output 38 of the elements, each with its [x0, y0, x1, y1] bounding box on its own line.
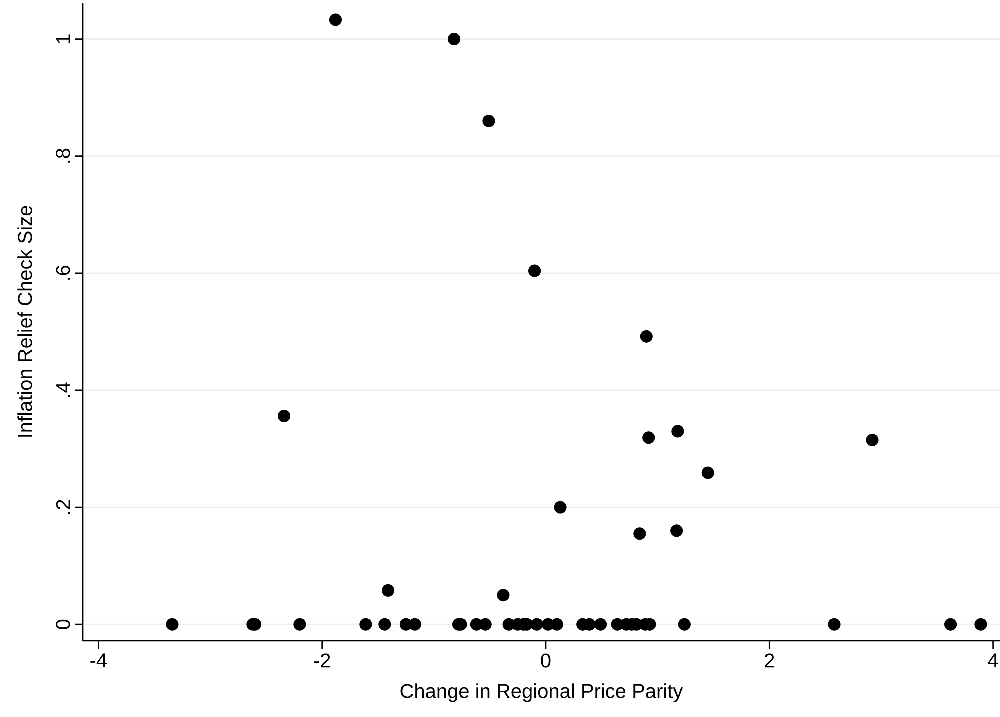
- point: [678, 618, 691, 631]
- point: [634, 528, 646, 540]
- point: [294, 618, 306, 631]
- y-axis-title: Inflation Relief Check Size: [18, 206, 32, 437]
- x-tick-label: -2: [314, 654, 330, 668]
- point: [672, 425, 684, 438]
- point: [448, 33, 461, 46]
- point: [530, 618, 544, 631]
- point: [828, 618, 841, 631]
- x-axis-title: Change in Regional Price Parity: [400, 684, 684, 702]
- y-tick-label: 0: [56, 620, 70, 630]
- x-tick-label: 0: [541, 654, 551, 668]
- x-tick-label: 4: [988, 654, 998, 668]
- point: [382, 584, 395, 597]
- point: [974, 618, 988, 631]
- point: [278, 410, 291, 422]
- point: [360, 618, 372, 631]
- point: [866, 434, 879, 446]
- point: [594, 618, 608, 631]
- point: [642, 432, 656, 444]
- point: [497, 589, 510, 602]
- point: [554, 501, 567, 514]
- y-tick-label: .4: [56, 382, 70, 397]
- point: [640, 330, 653, 343]
- y-tick-label: .8: [56, 148, 70, 163]
- point: [329, 14, 342, 26]
- y-tick-label: .2: [56, 500, 70, 514]
- point: [166, 618, 179, 631]
- point: [482, 114, 496, 128]
- y-tick-label: .6: [56, 266, 70, 280]
- point: [702, 466, 714, 480]
- point: [528, 264, 542, 278]
- point: [944, 618, 958, 631]
- point: [378, 618, 392, 631]
- x-tick-label: 2: [765, 654, 774, 668]
- x-tick-label: -4: [90, 654, 107, 668]
- point: [670, 524, 684, 538]
- y-tick-label: 1: [56, 34, 70, 44]
